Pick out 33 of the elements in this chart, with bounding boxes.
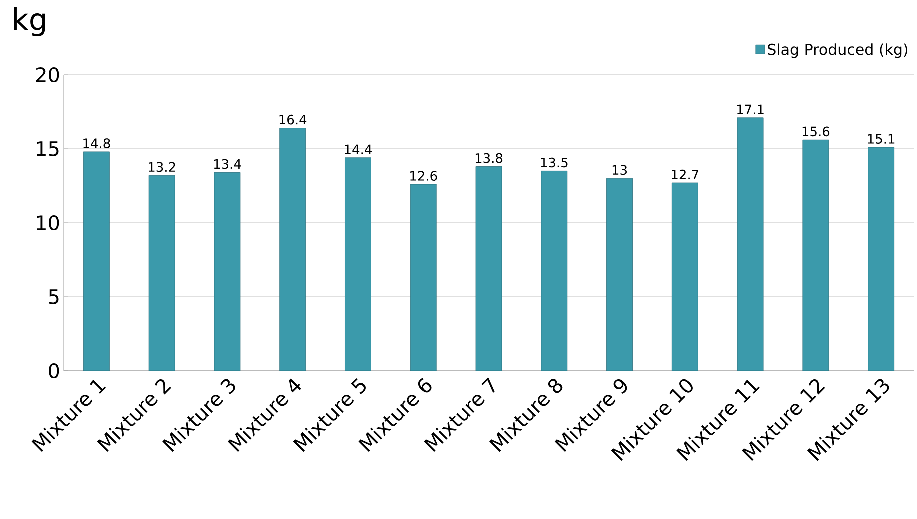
data-label: 14.4 xyxy=(345,144,372,154)
bar xyxy=(410,184,437,372)
legend-label: Slag Produced (kg) xyxy=(768,44,908,58)
data-label: 14.8 xyxy=(84,138,110,148)
y-tick-label: 10 xyxy=(37,215,60,231)
data-label: 13 xyxy=(612,165,628,176)
y-axis-title: kg xyxy=(14,8,46,37)
bar xyxy=(737,118,764,372)
bar xyxy=(868,147,895,372)
data-label: 13.5 xyxy=(541,158,568,168)
data-label: 12.6 xyxy=(410,171,438,181)
y-tick-label: 15 xyxy=(37,142,59,156)
data-label: 13.4 xyxy=(214,159,242,170)
bar xyxy=(345,158,372,372)
data-label: 13.2 xyxy=(149,162,176,172)
bar xyxy=(83,152,110,372)
y-tick-label: 5 xyxy=(49,290,59,304)
data-label: 15.6 xyxy=(802,126,830,137)
bar xyxy=(541,170,568,372)
data-label: 17.1 xyxy=(738,104,764,114)
data-label: 15.1 xyxy=(868,134,895,144)
data-label: 12.7 xyxy=(672,170,699,180)
bar xyxy=(280,128,306,372)
bar xyxy=(606,178,633,372)
bar xyxy=(476,166,502,372)
bar xyxy=(214,172,241,372)
data-label: 13.8 xyxy=(476,153,503,164)
data-label: 16.4 xyxy=(280,114,307,125)
bar xyxy=(802,140,830,372)
y-tick-label: 20 xyxy=(36,67,60,83)
y-tick-label: 0 xyxy=(49,363,60,379)
bar xyxy=(672,182,698,372)
bar xyxy=(148,175,176,372)
